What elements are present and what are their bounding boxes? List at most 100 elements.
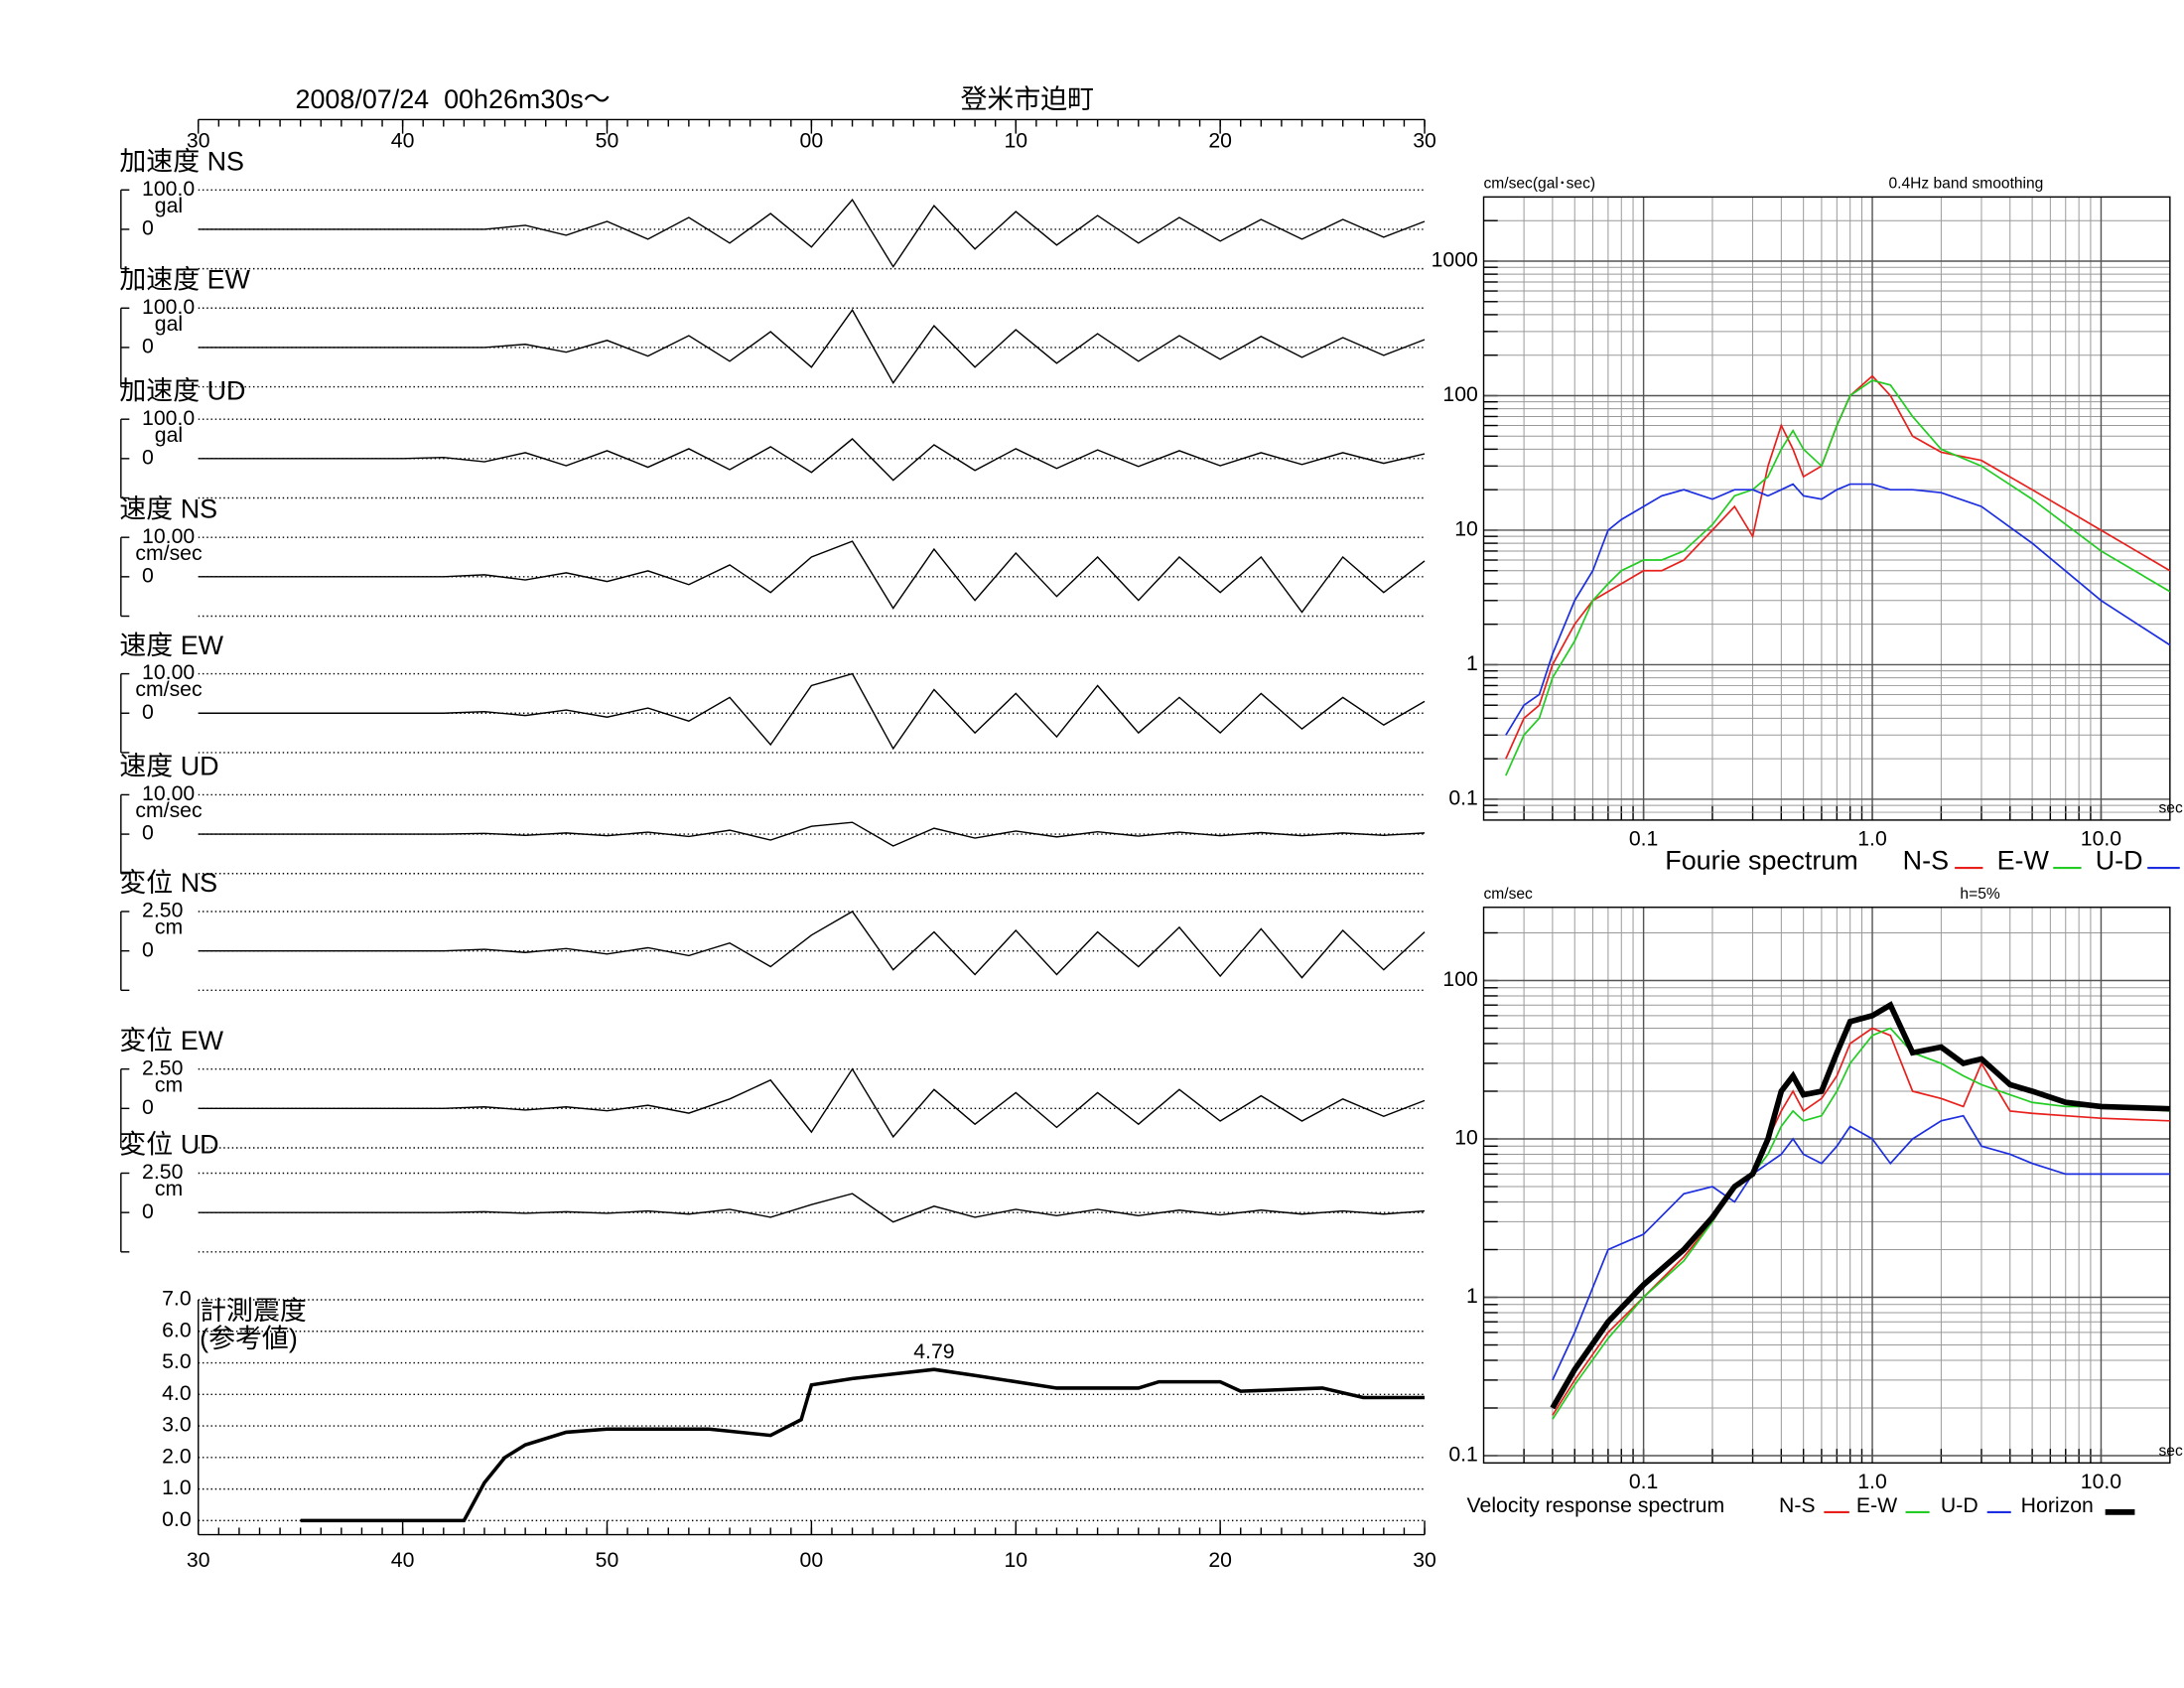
time-tick-label: 00 bbox=[800, 129, 824, 153]
y-tick-label: 1 bbox=[1466, 1284, 1478, 1308]
spectrum-line bbox=[1550, 1001, 2170, 1410]
y-tick-label: 0.1 bbox=[1448, 1443, 1478, 1467]
y-tick-label: 1000 bbox=[1432, 248, 1478, 272]
y-tick-label: 2.50 bbox=[142, 1055, 183, 1079]
y-tick-label: 100 bbox=[1442, 967, 1477, 991]
spectrum-line bbox=[1552, 1027, 2170, 1416]
waveform-trace bbox=[198, 198, 1426, 268]
panel-unit: cm/sec bbox=[135, 677, 203, 701]
time-tick-label: 40 bbox=[391, 129, 415, 153]
time-tick-label: 20 bbox=[1208, 129, 1232, 153]
legend-label: N-S bbox=[1779, 1493, 1816, 1517]
note: h=5% bbox=[1960, 886, 1999, 903]
time-tick-label: 30 bbox=[187, 1548, 210, 1572]
panel-unit: gal bbox=[155, 312, 183, 336]
time-tick-label: 20 bbox=[1208, 1548, 1232, 1572]
panel-unit: gal bbox=[155, 194, 183, 217]
y-tick-label: 0 bbox=[142, 700, 154, 724]
time-tick-label: 40 bbox=[391, 1548, 415, 1572]
y-tick-label: 1 bbox=[1466, 651, 1478, 675]
waveform-trace bbox=[198, 1067, 1426, 1139]
y-tick-label: 2.0 bbox=[162, 1444, 192, 1468]
spectrum-line bbox=[1552, 1114, 2170, 1381]
waveform-trace bbox=[198, 540, 1426, 614]
y-tick-label: 100.0 bbox=[142, 177, 195, 201]
waveform-trace bbox=[198, 1193, 1426, 1223]
y-tick-label: 0 bbox=[142, 335, 154, 358]
y-tick-label: 6.0 bbox=[162, 1318, 192, 1341]
y-tick-label: 3.0 bbox=[162, 1413, 192, 1437]
time-tick-label: 30 bbox=[1413, 1548, 1436, 1572]
y-tick-label: 0 bbox=[142, 937, 154, 961]
legend-label: E-W bbox=[1856, 1493, 1897, 1517]
legend-label: E-W bbox=[1997, 846, 2050, 876]
y-tick-label: 100.0 bbox=[142, 295, 195, 319]
panel-title: 速度 NS bbox=[119, 493, 217, 523]
x-tick-label: 1.0 bbox=[1857, 826, 1887, 850]
chart-title: 計測震度 bbox=[200, 1296, 307, 1326]
y-tick-label: 0 bbox=[142, 821, 154, 845]
y-axis-label: cm/sec(gal･sec) bbox=[1484, 176, 1596, 193]
panel-title: 速度 UD bbox=[119, 752, 218, 781]
panel-unit: cm bbox=[155, 915, 183, 939]
time-tick-label: 50 bbox=[596, 1548, 619, 1572]
x-axis-label: sec bbox=[2159, 1443, 2183, 1460]
spectrum-line bbox=[1505, 374, 2171, 760]
y-tick-label: 5.0 bbox=[162, 1349, 192, 1373]
x-tick-label: 10.0 bbox=[2081, 1470, 2121, 1493]
y-tick-label: 0.1 bbox=[1448, 786, 1478, 810]
y-tick-label: 0 bbox=[142, 1199, 154, 1223]
legend-label: U-D bbox=[1941, 1493, 1979, 1517]
y-tick-label: 10.00 bbox=[142, 781, 195, 805]
spectrum-line bbox=[1505, 379, 2171, 776]
y-tick-label: 2.50 bbox=[142, 899, 183, 922]
time-tick-label: 10 bbox=[1004, 1548, 1027, 1572]
y-tick-label: 4.0 bbox=[162, 1381, 192, 1405]
x-axis-label: sec bbox=[2159, 800, 2183, 817]
panel-title: 加速度 UD bbox=[119, 375, 245, 405]
x-tick-label: 0.1 bbox=[1629, 1470, 1659, 1493]
y-tick-label: 0 bbox=[142, 563, 154, 587]
panel-title: 加速度 EW bbox=[119, 264, 250, 294]
x-tick-label: 1.0 bbox=[1857, 1470, 1887, 1493]
chart-subtitle: (参考値) bbox=[200, 1324, 298, 1353]
y-axis-label: cm/sec bbox=[1484, 886, 1534, 903]
note: 0.4Hz band smoothing bbox=[1888, 176, 2043, 193]
intensity-line bbox=[300, 1367, 1426, 1523]
panel-unit: cm/sec bbox=[135, 541, 203, 565]
panel-unit: cm/sec bbox=[135, 798, 203, 822]
x-tick-label: 0.1 bbox=[1629, 826, 1659, 850]
time-tick-label: 10 bbox=[1004, 129, 1027, 153]
x-tick-label: 10.0 bbox=[2081, 826, 2121, 850]
waveform-trace bbox=[198, 438, 1426, 482]
time-tick-label: 00 bbox=[800, 1548, 824, 1572]
panel-title: 変位 UD bbox=[119, 1130, 218, 1160]
waveform-trace bbox=[198, 911, 1426, 979]
panel-title: 変位 NS bbox=[119, 868, 217, 898]
y-tick-label: 0 bbox=[142, 1095, 154, 1119]
y-tick-label: 10.00 bbox=[142, 524, 195, 548]
time-tick-label: 30 bbox=[1413, 129, 1436, 153]
panel-title: 加速度 NS bbox=[119, 146, 244, 176]
spectrum-line bbox=[1505, 483, 2171, 736]
y-tick-label: 0 bbox=[142, 216, 154, 240]
panel-title: 速度 EW bbox=[119, 631, 223, 660]
y-tick-label: 10 bbox=[1454, 517, 1478, 541]
waveform-trace bbox=[198, 672, 1426, 751]
y-tick-label: 1.0 bbox=[162, 1476, 192, 1499]
legend-label: N-S bbox=[1903, 846, 1949, 876]
y-tick-label: 10.00 bbox=[142, 660, 195, 684]
panel-unit: cm bbox=[155, 1177, 183, 1200]
panel-unit: gal bbox=[155, 423, 183, 447]
plot-frame bbox=[1482, 196, 2171, 821]
waveform-trace bbox=[198, 308, 1426, 384]
plot-frame bbox=[1482, 907, 2171, 1465]
y-tick-label: 2.50 bbox=[142, 1160, 183, 1184]
legend-label: Horizon bbox=[2021, 1493, 2094, 1517]
y-tick-label: 100 bbox=[1442, 382, 1477, 406]
time-tick-label: 50 bbox=[596, 129, 619, 153]
panel-title: 変位 EW bbox=[119, 1026, 223, 1055]
legend-title: Fourie spectrum bbox=[1665, 846, 1857, 876]
legend-label: U-D bbox=[2096, 846, 2143, 876]
